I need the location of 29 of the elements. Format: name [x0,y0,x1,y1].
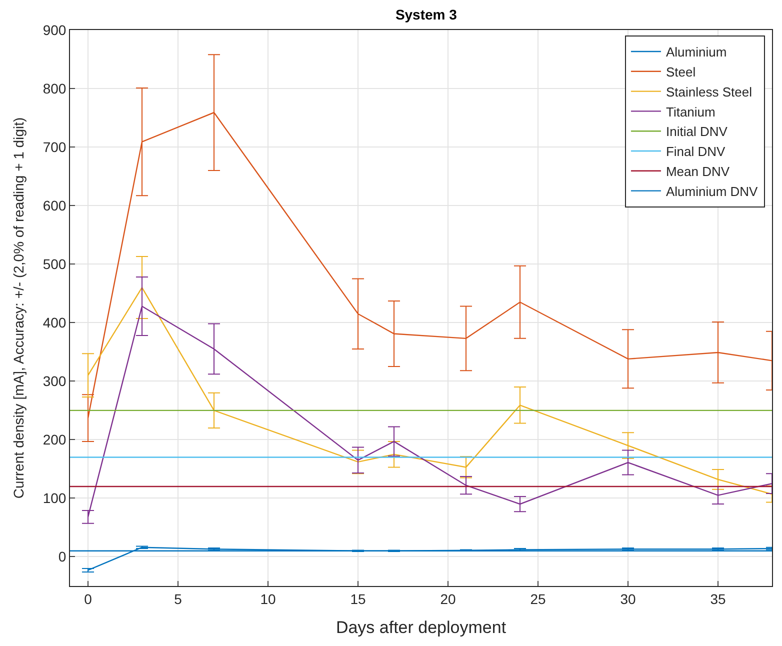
x-tick-label: 30 [620,590,636,607]
y-tick-label: 0 [58,548,66,565]
y-tick-label: 700 [42,138,66,155]
legend-label: Stainless Steel [666,84,752,100]
x-tick-label: 15 [350,590,366,607]
legend-label: Final DNV [666,144,726,160]
x-tick-label: 0 [84,590,92,607]
y-tick-label: 200 [42,432,66,448]
y-tick-label: 300 [42,373,66,390]
y-tick-label: 500 [42,256,66,272]
chart-title: System 3 [395,6,458,22]
y-tick-label: 400 [42,314,66,331]
y-tick-label: 900 [42,22,66,38]
legend-label: Aluminium DNV [666,184,758,199]
legend-label: Titanium [666,104,716,120]
x-axis-title: Days after deployment [336,618,506,638]
legend-label: Initial DNV [666,124,728,140]
legend-label: Steel [666,64,696,80]
y-tick-label: 100 [42,490,66,506]
x-tick-label: 25 [530,590,546,607]
legend-label: Mean DNV [666,164,730,179]
y-axis-title: Current density [mA], Accuracy: +/- (2,0% of reading + 1 digit) [10,117,26,499]
x-tick-label: 5 [174,590,182,607]
x-tick-label: 10 [260,590,276,607]
x-tick-label: 35 [710,590,726,607]
y-tick-label: 600 [42,197,66,214]
y-tick-label: 800 [42,80,66,96]
legend-label: Aluminium [666,44,727,60]
x-tick-label: 20 [440,590,456,607]
